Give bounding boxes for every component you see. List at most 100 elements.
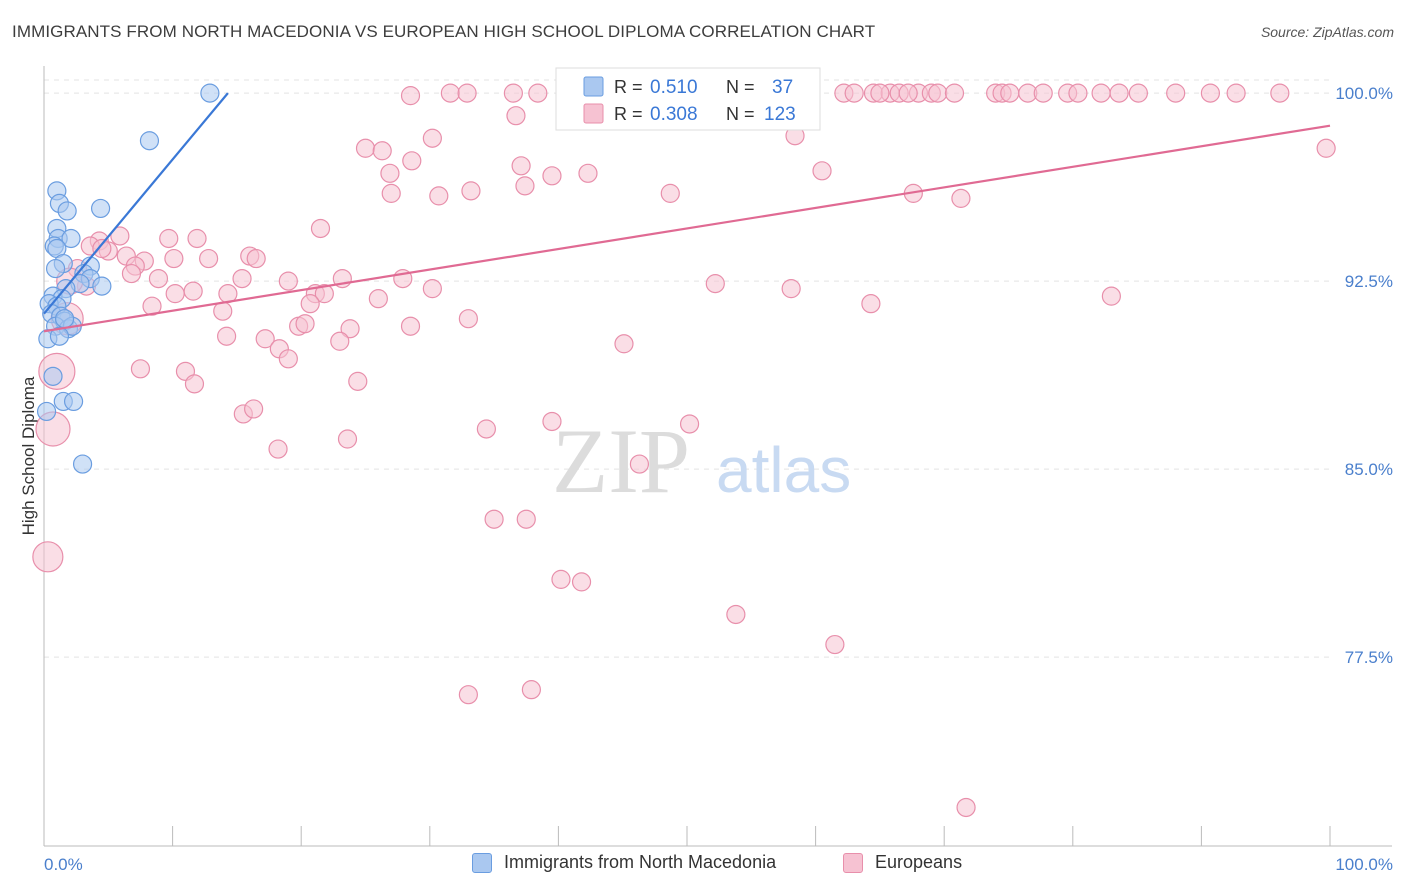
europeans-trend-line (43, 124, 1331, 333)
legend-item-north-macedonia[interactable]: Immigrants from North Macedonia (472, 852, 776, 873)
europeans-point-20 (944, 83, 965, 103)
correlation-legend: R = 0.510 N = 37 R = 0.308 N = 123 (555, 67, 821, 131)
europeans-point-62 (381, 183, 401, 203)
y-tick-label-2: 92.5% (1345, 272, 1393, 291)
legend-swatch-pink (583, 103, 604, 124)
europeans-point-120 (268, 439, 288, 459)
legend-label: Immigrants from North Macedonia (504, 852, 777, 872)
europeans-point-65 (159, 228, 179, 249)
europeans-point-127 (551, 569, 571, 589)
legend-r-value-pink: 0.308 (650, 104, 698, 125)
europeans-point-31 (1166, 83, 1186, 103)
europeans-point-2 (503, 83, 523, 103)
europeans-point-27 (1068, 83, 1088, 103)
europeans-point-101 (295, 314, 315, 334)
north-macedonia-point-13 (45, 258, 66, 279)
x-tick-labels: 0.0% 100.0% (44, 855, 1393, 874)
europeans-point-49 (372, 141, 392, 161)
north-macedonia-point-34 (36, 401, 57, 422)
europeans-point-76 (246, 248, 266, 269)
europeans-point-113 (348, 371, 368, 391)
x-tick-label-min: 0.0% (44, 855, 83, 874)
europeans-point-56 (515, 176, 535, 196)
europeans-point-48 (355, 138, 376, 158)
north-macedonia-point-30 (49, 326, 70, 346)
watermark-zip: ZIP (552, 410, 690, 512)
europeans-point-50 (402, 151, 422, 171)
legend-swatch (472, 852, 492, 873)
europeans-point-66 (187, 228, 207, 249)
europeans-point-70 (92, 238, 112, 259)
legend-n-value-pink: 123 (764, 104, 796, 125)
europeans-point-79 (121, 263, 142, 284)
legend-n-value-blue: 37 (772, 77, 793, 98)
europeans-point-23 (1000, 83, 1020, 103)
europeans-point-122 (629, 454, 650, 474)
series-legend: Immigrants from North Macedonia European… (0, 852, 1406, 878)
europeans-point-95 (861, 294, 881, 314)
europeans-point-87 (183, 281, 203, 301)
europeans-point-81 (232, 268, 252, 289)
europeans-point-51 (511, 156, 531, 176)
europeans-point-64 (110, 226, 130, 246)
europeans-point-32 (1200, 83, 1221, 103)
europeans-point-102 (340, 319, 360, 339)
europeans-point-108 (614, 334, 634, 354)
north-macedonia-point-8 (61, 228, 81, 249)
europeans-point-105 (217, 326, 237, 346)
europeans-point-110 (278, 349, 298, 369)
europeans-point-123 (484, 509, 504, 529)
europeans-point-114 (130, 359, 151, 379)
europeans-point-39 (506, 106, 526, 126)
europeans-point-38 (400, 86, 421, 106)
europeans-point-59 (429, 186, 449, 206)
europeans-point-19 (928, 83, 948, 103)
europeans-point-57 (542, 166, 562, 186)
north-macedonia-point-1 (139, 131, 160, 151)
europeans-point-116 (244, 399, 264, 419)
europeans-point-126 (521, 680, 541, 700)
europeans-point-134 (844, 83, 864, 103)
trend-lines (43, 92, 1331, 333)
europeans-point-61 (951, 188, 971, 208)
y-tick-label-1: 85.0% (1345, 460, 1393, 479)
europeans-point-33 (1226, 83, 1246, 103)
europeans-point-96 (1101, 286, 1121, 306)
europeans-point-129 (726, 604, 746, 625)
europeans-point-125 (458, 685, 478, 705)
north-macedonia-point-33 (63, 391, 84, 412)
europeans-point-119 (679, 414, 700, 434)
europeans-point-55 (461, 181, 481, 201)
europeans-point-25 (1033, 83, 1053, 103)
north-macedonia-point-17 (92, 276, 112, 296)
europeans-point-1 (457, 83, 477, 103)
europeans-point-124 (516, 509, 536, 529)
y-axis-label: High School Diploma (19, 376, 38, 535)
europeans-point-107 (330, 331, 350, 351)
europeans-point-94 (781, 279, 801, 299)
europeans-point-118 (542, 411, 562, 432)
y-tick-label-0: 77.5% (1345, 648, 1393, 667)
europeans-point-98 (213, 301, 233, 321)
north-macedonia-point-4 (57, 201, 77, 221)
legend-n-label-pink: N = (726, 104, 755, 124)
europeans-point-137 (898, 83, 918, 103)
europeans-point-103 (400, 316, 421, 336)
europeans-point-54 (380, 163, 400, 183)
north-macedonia-point-0 (200, 83, 220, 103)
europeans-point-58 (660, 183, 680, 203)
europeans-point-30 (1128, 83, 1148, 103)
north-macedonia-points (36, 83, 220, 474)
legend-n-label-blue: N = (726, 77, 755, 97)
europeans-point-99 (300, 294, 320, 314)
europeans-point-74 (199, 248, 219, 269)
watermark: ZIP atlas (552, 410, 851, 512)
europeans-point-93 (705, 274, 725, 294)
north-macedonia-point-5 (90, 198, 111, 219)
europeans-point-128 (571, 572, 592, 592)
north-macedonia-point-31 (43, 366, 63, 386)
europeans-point-3 (528, 83, 548, 103)
north-macedonia-point-36 (54, 309, 75, 329)
legend-item-europeans[interactable]: Europeans (843, 852, 962, 873)
